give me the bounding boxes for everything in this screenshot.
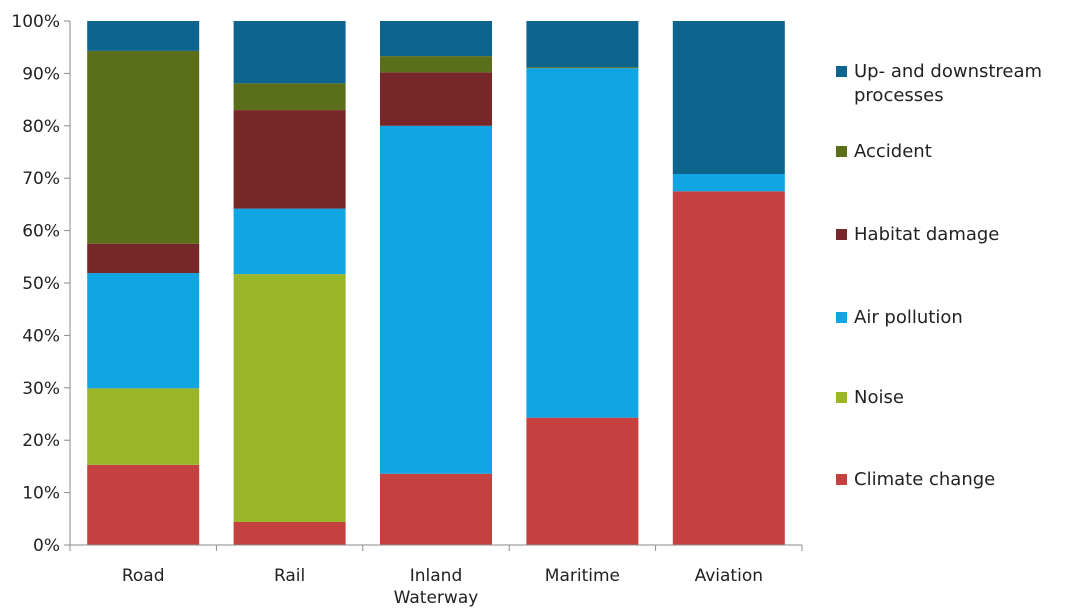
- y-tick-label: 10%: [22, 484, 60, 504]
- bar-rail-air-pollution: [233, 208, 346, 275]
- bar-maritime-air-pollution: [526, 68, 639, 418]
- x-tick-label-rail: Rail: [274, 566, 305, 586]
- legend-swatch: [836, 312, 847, 323]
- bar-road-climate-change: [87, 464, 200, 545]
- bars-group: [87, 21, 785, 546]
- x-tick-label-aviation: Aviation: [695, 566, 763, 586]
- legend: Up- and downstream processes Accident Habit…: [836, 61, 1042, 490]
- legend-swatch: [836, 474, 847, 485]
- x-tick-label-maritime: Maritime: [545, 566, 620, 586]
- bar-maritime-accident: [526, 67, 639, 69]
- bar-rail-climate-change: [233, 521, 346, 545]
- y-tick-label: 30%: [22, 379, 60, 399]
- bar-rail-noise: [233, 274, 346, 522]
- bar-inland-waterway-habitat-damage: [380, 72, 492, 126]
- legend-swatch: [836, 66, 847, 77]
- y-tick-label: 90%: [22, 64, 60, 84]
- bar-road-air-pollution: [87, 273, 200, 389]
- bar-inland-waterway-air-pollution: [380, 125, 492, 474]
- legend-label: Accident: [854, 141, 932, 162]
- legend-label: Noise: [854, 387, 904, 408]
- bar-inland-waterway-climate-change: [380, 473, 492, 545]
- bar-inland-waterway-up-and-downstream-processes: [380, 21, 492, 57]
- bar-aviation-up-and-downstream-processes: [672, 21, 785, 175]
- legend-label: Up- and downstream processes: [854, 61, 1042, 106]
- y-tick-label: 70%: [22, 169, 60, 189]
- bar-road-habitat-damage: [87, 243, 200, 274]
- legend-label: Habitat damage: [854, 224, 999, 245]
- y-tick-label: 40%: [22, 326, 60, 346]
- legend-item-air-pollution: Air pollution: [836, 307, 963, 328]
- x-tick-label-inland-waterway: Inland Waterway: [394, 566, 479, 608]
- y-tick-label: 100%: [11, 12, 60, 32]
- y-tick-label: 60%: [22, 222, 60, 242]
- legend-swatch: [836, 229, 847, 240]
- bar-road-up-and-downstream-processes: [87, 21, 200, 51]
- legend-item-habitat-damage: Habitat damage: [836, 224, 999, 245]
- legend-swatch: [836, 146, 847, 157]
- bar-maritime-up-and-downstream-processes: [526, 21, 639, 68]
- bar-aviation-climate-change: [672, 191, 785, 546]
- x-tick-label-road: Road: [122, 566, 165, 586]
- y-tick-label: 80%: [22, 117, 60, 137]
- y-tick-label: 20%: [22, 431, 60, 451]
- bar-maritime-climate-change: [526, 417, 639, 545]
- legend-item-accident: Accident: [836, 141, 932, 162]
- legend-item-up-and-downstream-processes: Up- and downstream processes: [836, 61, 1042, 106]
- bar-rail-habitat-damage: [233, 110, 346, 209]
- legend-swatch: [836, 392, 847, 403]
- y-tick-label: 0%: [33, 536, 60, 556]
- bar-road-noise: [87, 388, 200, 465]
- bar-aviation-air-pollution: [672, 174, 785, 192]
- legend-label: Air pollution: [854, 307, 963, 328]
- bar-road-accident: [87, 50, 200, 244]
- y-tick-label: 50%: [22, 274, 60, 294]
- legend-item-climate-change: Climate change: [836, 469, 995, 490]
- legend-item-noise: Noise: [836, 387, 904, 408]
- axes-group: 0% 10% 20% 30% 40% 50% 60% 70% 80% 90% 100% Road Rai…: [11, 12, 803, 608]
- bar-rail-up-and-downstream-processes: [233, 21, 346, 84]
- legend-label: Climate change: [854, 469, 995, 490]
- bar-rail-accident: [233, 83, 346, 111]
- bar-inland-waterway-accident: [380, 56, 492, 73]
